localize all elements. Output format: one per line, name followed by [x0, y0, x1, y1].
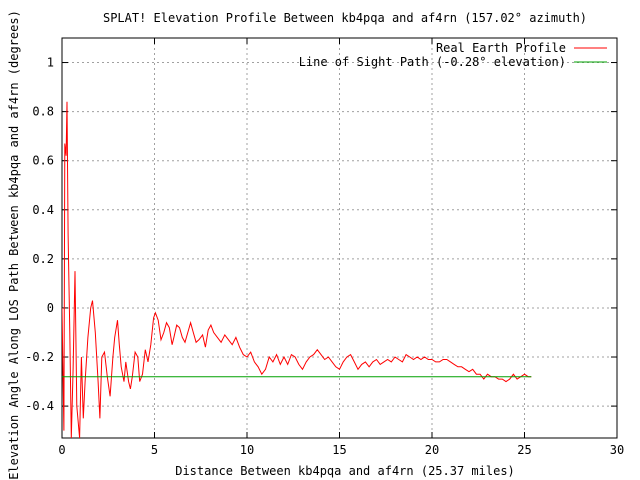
x-tick-label: 10	[240, 443, 254, 457]
y-tick-label: 0.2	[32, 252, 54, 266]
grid-lines	[62, 38, 617, 438]
x-tick-label: 25	[517, 443, 531, 457]
chart-title: SPLAT! Elevation Profile Between kb4pqa …	[103, 11, 587, 25]
y-tick-label: 0.8	[32, 105, 54, 119]
y-axis-ticks: -0.4 -0.2 0 0.2 0.4 0.6 0.8 1	[25, 56, 617, 413]
x-tick-label: 20	[425, 443, 439, 457]
series-lines	[62, 101, 532, 438]
x-tick-label: 0	[58, 443, 65, 457]
x-axis-label: Distance Between kb4pqa and af4rn (25.37…	[175, 464, 515, 478]
y-tick-label: 0.6	[32, 154, 54, 168]
y-tick-label: 1	[47, 56, 54, 70]
y-tick-label: 0	[47, 301, 54, 315]
real-earth-profile-line	[62, 101, 532, 438]
y-tick-label: -0.4	[25, 399, 54, 413]
x-tick-label: 15	[332, 443, 346, 457]
legend-label: Line of Sight Path (-0.28° elevation)	[299, 55, 566, 69]
legend-label: Real Earth Profile	[436, 41, 566, 55]
y-tick-label: -0.2	[25, 350, 54, 364]
y-axis-label: Elevation Angle Along LOS Path Between k…	[7, 10, 21, 480]
x-tick-label: 30	[610, 443, 624, 457]
x-axis-ticks: 0 5 10 15 20 25 30	[58, 38, 624, 457]
y-tick-label: 0.4	[32, 203, 54, 217]
x-tick-label: 5	[151, 443, 158, 457]
